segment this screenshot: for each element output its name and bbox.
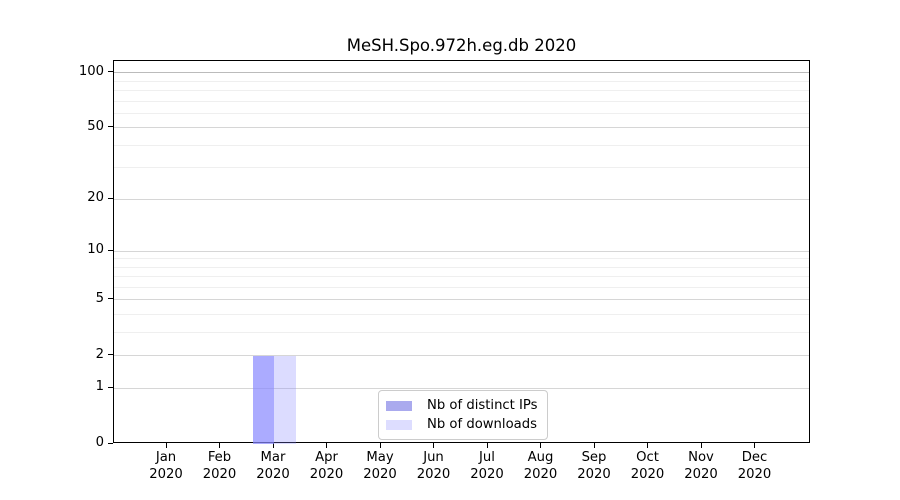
minor-gridline xyxy=(114,266,809,268)
x-tick-apr-2020 xyxy=(326,443,327,448)
major-gridline-20 xyxy=(114,198,809,200)
y-tick-label-0: 0 xyxy=(95,435,104,450)
x-tick-label-line: 2020 xyxy=(149,467,183,482)
y-tick-label-100: 100 xyxy=(78,63,104,79)
minor-gridline xyxy=(114,286,809,288)
y-tick-label-2: 2 xyxy=(95,346,104,362)
x-tick-label-mar-2020: Mar 2020 xyxy=(238,449,308,483)
x-tick-dec-2020 xyxy=(754,443,755,448)
major-gridline-1 xyxy=(114,387,809,389)
y-tick-label-1: 1 xyxy=(95,379,104,395)
minor-gridline xyxy=(114,276,809,278)
legend: Nb of distinct IPs Nb of downloads xyxy=(378,390,548,440)
x-tick-label-line: 2020 xyxy=(202,467,237,482)
x-tick-label-jan-2020: Jan 2020 xyxy=(131,449,201,483)
x-tick-aug-2020 xyxy=(540,443,541,448)
bar-distinct-ips-mar-2020 xyxy=(252,355,274,444)
x-tick-label-line: Aug xyxy=(527,450,554,465)
y-tick-label-5: 5 xyxy=(95,290,104,306)
y-tick-20 xyxy=(108,197,113,199)
x-tick-jan-2020 xyxy=(165,443,167,448)
y-tick-5 xyxy=(108,298,113,300)
legend-item-downloads: Nb of downloads xyxy=(386,415,538,434)
major-gridline-2 xyxy=(114,355,809,357)
legend-swatch-downloads-icon xyxy=(386,419,412,430)
x-tick-label-aug-2020: Aug 2020 xyxy=(506,449,576,483)
x-tick-label-apr-2020: Apr 2020 xyxy=(292,449,362,483)
x-tick-label-feb-2020: Feb 2020 xyxy=(185,449,255,483)
x-tick-label-jun-2020: Jun 2020 xyxy=(399,449,469,483)
x-tick-label-line: May xyxy=(366,450,394,465)
minor-gridline xyxy=(114,332,809,333)
x-tick-label-dec-2020: Dec 2020 xyxy=(720,449,790,483)
major-gridline-5 xyxy=(114,299,809,301)
chart-title: MeSH.Spo.972h.eg.db 2020 xyxy=(346,36,577,55)
major-gridline-50 xyxy=(114,127,809,129)
major-gridline-10 xyxy=(114,250,809,252)
plot-area xyxy=(113,60,810,444)
minor-gridline xyxy=(114,258,809,260)
x-tick-jun-2020 xyxy=(433,443,434,448)
y-tick-label-50: 50 xyxy=(87,118,104,134)
major-gridline-100 xyxy=(114,72,809,74)
x-tick-label-line: Jan xyxy=(155,450,177,465)
x-tick-label-line: 2020 xyxy=(684,467,718,482)
x-tick-label-line: 2020 xyxy=(630,467,665,482)
y-tick-label-20: 20 xyxy=(87,190,104,206)
y-tick-50 xyxy=(108,126,113,128)
minor-gridline xyxy=(114,90,809,92)
x-tick-label-line: Oct xyxy=(636,450,659,465)
x-tick-label-line: 2020 xyxy=(737,467,772,482)
x-tick-label-nov-2020: Nov 2020 xyxy=(666,449,736,483)
x-tick-label-may-2020: May 2020 xyxy=(345,449,415,483)
bar-downloads-mar-2020 xyxy=(274,355,296,444)
y-tick-1 xyxy=(108,386,113,388)
x-tick-label-sep-2020: Sep 2020 xyxy=(559,449,629,483)
y-tick-100 xyxy=(108,71,113,73)
minor-gridline xyxy=(114,112,809,114)
x-tick-label-line: 2020 xyxy=(523,467,558,482)
x-tick-feb-2020 xyxy=(219,443,220,448)
minor-gridline xyxy=(114,80,809,82)
x-tick-label-line: 2020 xyxy=(309,467,344,482)
legend-item-distinct-ips: Nb of distinct IPs xyxy=(386,396,538,415)
x-tick-label-line: Feb xyxy=(207,450,232,465)
x-tick-label-line: Mar xyxy=(260,450,286,465)
x-tick-label-line: Nov xyxy=(688,450,714,465)
x-tick-oct-2020 xyxy=(647,443,648,448)
x-tick-jul-2020 xyxy=(486,443,488,448)
x-tick-label-line: 2020 xyxy=(256,467,290,482)
y-tick-10 xyxy=(108,249,113,251)
x-tick-may-2020 xyxy=(379,443,381,448)
x-tick-label-line: 2020 xyxy=(416,467,451,482)
x-tick-label-line: Dec xyxy=(741,450,768,465)
minor-gridline xyxy=(114,144,809,146)
legend-swatch-distinct-ips-icon xyxy=(386,400,412,411)
legend-label-downloads: Nb of downloads xyxy=(427,417,537,432)
x-tick-sep-2020 xyxy=(593,443,595,448)
x-tick-label-jul-2020: Jul 2020 xyxy=(452,449,522,483)
minor-gridline xyxy=(114,314,809,316)
x-tick-label-line: 2020 xyxy=(470,467,504,482)
y-tick-0 xyxy=(108,442,113,444)
x-tick-label-line: Sep xyxy=(581,450,607,465)
x-tick-label-oct-2020: Oct 2020 xyxy=(613,449,683,483)
y-tick-label-10: 10 xyxy=(87,242,104,258)
x-tick-nov-2020 xyxy=(700,443,702,448)
x-tick-label-line: 2020 xyxy=(577,467,611,482)
x-tick-label-line: 2020 xyxy=(363,467,397,482)
x-tick-label-line: Apr xyxy=(315,450,338,465)
x-tick-mar-2020 xyxy=(272,443,274,448)
minor-gridline xyxy=(114,167,809,169)
x-tick-label-line: Jun xyxy=(423,450,444,465)
legend-label-distinct-ips: Nb of distinct IPs xyxy=(427,398,538,413)
minor-gridline xyxy=(114,100,809,102)
y-tick-2 xyxy=(108,354,113,356)
x-tick-label-line: Jul xyxy=(479,450,495,465)
